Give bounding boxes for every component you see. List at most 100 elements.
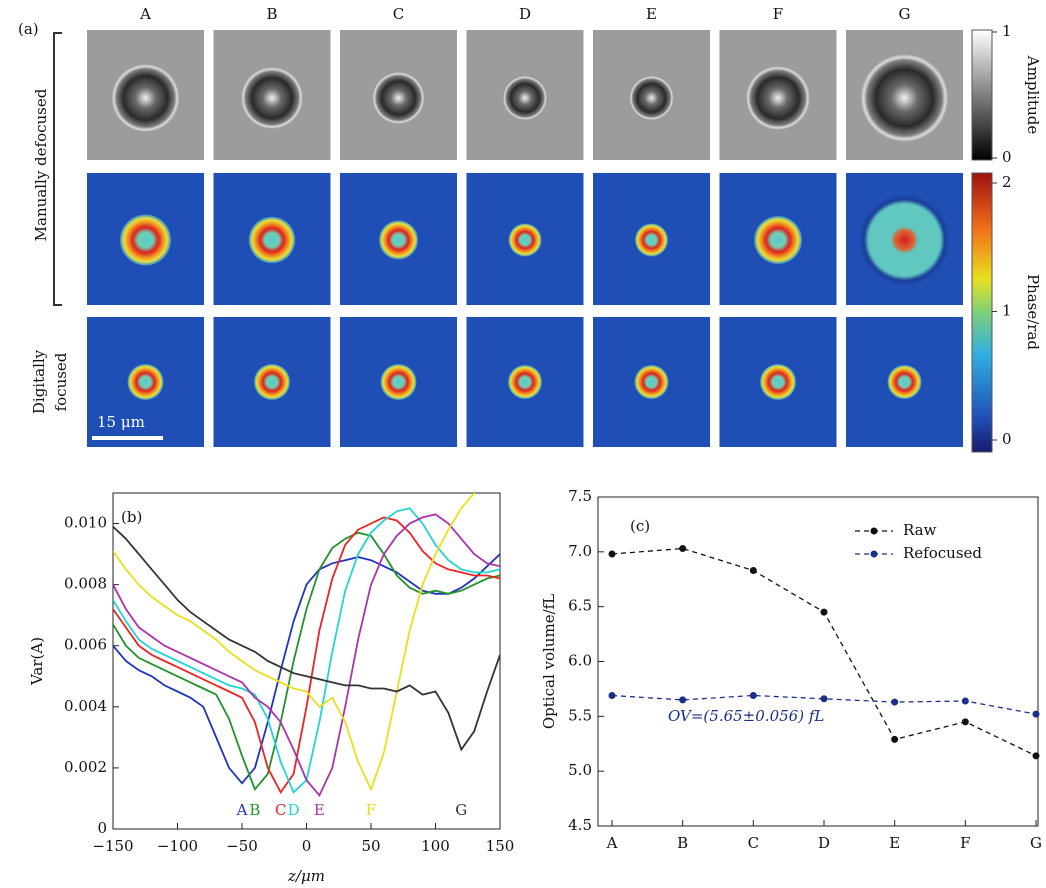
data-point <box>609 551 616 558</box>
y-tick-label: 6.5 <box>568 597 592 615</box>
row-label: Manually defocused <box>32 88 50 241</box>
curve-label: A <box>236 801 248 819</box>
curve-label: G <box>455 801 467 819</box>
x-tick-label: 100 <box>421 837 450 855</box>
data-point <box>679 545 686 552</box>
y-tick-label: 0 <box>97 819 107 837</box>
legend-label: Raw <box>903 521 937 539</box>
column-label: G <box>899 5 911 23</box>
phase-cell <box>859 194 951 286</box>
data-line <box>113 527 500 750</box>
colorbar-tick-label: 1 <box>1002 302 1012 320</box>
amplitude-cell <box>746 66 810 130</box>
x-tick-label: 50 <box>361 837 380 855</box>
y-tick-label: 0.002 <box>64 758 107 776</box>
data-point <box>962 718 969 725</box>
y-tick-label: 4.5 <box>568 816 592 834</box>
x-tick-label: E <box>889 834 900 852</box>
focused-cell <box>381 364 417 400</box>
legend-label: Refocused <box>903 544 982 562</box>
data-line <box>113 533 500 790</box>
y-tick-label: 0.006 <box>64 636 107 654</box>
focused-cell <box>508 365 542 399</box>
colorbar-label: Amplitude <box>1024 55 1042 135</box>
column-label: C <box>393 5 404 23</box>
legend-marker <box>871 528 878 535</box>
data-point <box>609 692 616 699</box>
x-tick-label: A <box>606 834 618 852</box>
amplitude-cell <box>112 64 180 132</box>
amplitude-cell <box>503 76 547 120</box>
scale-bar-label: 15 μm <box>97 413 145 431</box>
figure: (a) Manually defocused Digitally focused… <box>0 0 1046 888</box>
data-point <box>750 692 757 699</box>
curve-label: E <box>314 801 325 819</box>
colorbar-tick-label: 1 <box>1002 22 1012 40</box>
data-line <box>113 517 500 792</box>
colorbar-label: Phase/rad <box>1024 274 1042 350</box>
focused-cell <box>635 365 669 399</box>
focused-cell <box>760 364 796 400</box>
curve-label: C <box>275 801 286 819</box>
y-tick-label: 0.008 <box>64 575 107 593</box>
y-axis-label: Optical volume/fL <box>540 594 558 729</box>
x-axis-label: z/μm <box>287 867 325 885</box>
panel-label: (c) <box>630 517 650 535</box>
x-tick-label: G <box>1030 834 1042 852</box>
data-point <box>1033 752 1040 759</box>
row-label: focused <box>52 352 70 411</box>
curve-label: D <box>288 801 300 819</box>
amplitude-cell <box>861 54 949 142</box>
y-tick-label: 6.0 <box>568 652 592 670</box>
x-tick-label: 150 <box>486 837 515 855</box>
x-tick-label: C <box>748 834 759 852</box>
amplitude-cell <box>630 76 674 120</box>
data-line <box>113 508 500 792</box>
bracket <box>54 33 62 305</box>
x-tick-label: 0 <box>302 837 312 855</box>
phase-cell <box>509 224 542 257</box>
data-point <box>891 699 898 706</box>
row-label: Digitally <box>30 349 48 414</box>
data-point <box>821 609 828 616</box>
phase-colorbar <box>972 173 992 452</box>
x-tick-label: F <box>960 834 970 852</box>
y-tick-label: 7.0 <box>568 542 592 560</box>
y-axis-label: Var(A) <box>28 637 46 686</box>
colorbar-tick-label: 0 <box>1002 430 1012 448</box>
colorbar-tick-label: 0 <box>1002 148 1012 166</box>
data-line <box>113 554 500 783</box>
panel-label: (b) <box>121 508 142 526</box>
phase-cell <box>249 217 296 264</box>
data-point <box>821 695 828 702</box>
y-tick-label: 7.5 <box>568 487 592 505</box>
y-tick-label: 0.004 <box>64 697 107 715</box>
data-point <box>891 736 898 743</box>
data-point <box>679 696 686 703</box>
curve-label: F <box>366 801 376 819</box>
amplitude-cell <box>373 72 425 124</box>
column-label: B <box>266 5 277 23</box>
y-tick-label: 5.5 <box>568 706 592 724</box>
column-label: D <box>519 5 531 23</box>
x-tick-label: −150 <box>92 837 133 855</box>
y-tick-label: 5.0 <box>568 761 592 779</box>
legend-marker <box>871 551 878 558</box>
data-line <box>113 444 500 789</box>
phase-cell <box>120 215 171 266</box>
amplitude-cell <box>241 67 303 129</box>
column-label: F <box>773 5 783 23</box>
colorbar-tick-label: 2 <box>1002 173 1012 191</box>
curve-label: B <box>249 801 260 819</box>
annotation: OV=(5.65±0.056) fL <box>668 707 824 725</box>
plot-lines <box>113 444 500 795</box>
phase-cell <box>754 216 802 264</box>
focused-cell <box>254 364 290 400</box>
x-tick-label: B <box>677 834 688 852</box>
phase-cell <box>635 224 668 257</box>
column-label: E <box>646 5 657 23</box>
data-point <box>962 697 969 704</box>
focused-cell <box>888 365 922 399</box>
data-point <box>750 567 757 574</box>
panel-label: (a) <box>18 20 39 38</box>
